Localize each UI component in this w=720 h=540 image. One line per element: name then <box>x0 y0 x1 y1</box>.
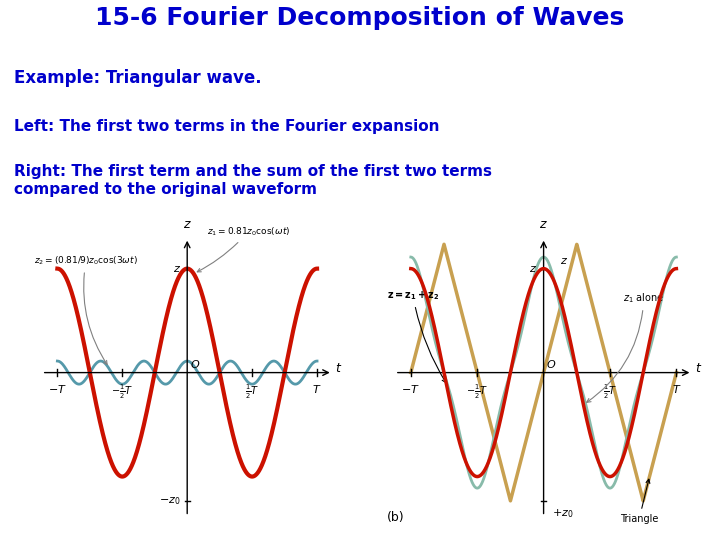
Text: $O$: $O$ <box>546 358 557 370</box>
Text: $t$: $t$ <box>695 362 702 375</box>
Text: $z$: $z$ <box>183 218 192 232</box>
Text: Left: The first two terms in the Fourier expansion: Left: The first two terms in the Fourier… <box>14 119 440 134</box>
Text: $z$: $z$ <box>539 218 548 232</box>
Text: Example: Triangular wave.: Example: Triangular wave. <box>14 69 262 87</box>
Text: $z_1$ alone: $z_1$ alone <box>587 291 665 402</box>
Text: $T$: $T$ <box>672 383 681 395</box>
Text: $O$: $O$ <box>190 358 200 370</box>
Text: $-T$: $-T$ <box>48 383 67 395</box>
Text: $z_2 = (0.81/9)z_0\cos (3\omega t)$: $z_2 = (0.81/9)z_0\cos (3\omega t)$ <box>34 255 138 364</box>
Text: $-\frac{1}{2}T$: $-\frac{1}{2}T$ <box>466 383 488 401</box>
Text: 15-6 Fourier Decomposition of Waves: 15-6 Fourier Decomposition of Waves <box>95 6 625 30</box>
Text: (b): (b) <box>387 511 405 524</box>
Text: $-z_0$: $-z_0$ <box>159 495 181 507</box>
Text: $-\frac{1}{2}T$: $-\frac{1}{2}T$ <box>111 383 133 401</box>
Text: $\frac{1}{2}T$: $\frac{1}{2}T$ <box>603 383 617 401</box>
Text: $\mathbf{z = z_1 + z_2}$: $\mathbf{z = z_1 + z_2}$ <box>387 289 446 382</box>
Text: $t$: $t$ <box>336 362 343 375</box>
Text: $-T$: $-T$ <box>401 383 420 395</box>
Text: $+z_0$: $+z_0$ <box>552 508 573 520</box>
Text: $z$: $z$ <box>529 264 537 274</box>
Text: $z$: $z$ <box>559 256 567 266</box>
Text: $z$: $z$ <box>173 264 181 274</box>
Text: $\frac{1}{2}T$: $\frac{1}{2}T$ <box>245 383 259 401</box>
Text: Right: The first term and the sum of the first two terms
compared to the origina: Right: The first term and the sum of the… <box>14 164 492 197</box>
Text: $T$: $T$ <box>312 383 322 395</box>
Text: Triangle: Triangle <box>620 479 658 524</box>
Text: $z_1 = 0.81z_0\cos (\omega t)$: $z_1 = 0.81z_0\cos (\omega t)$ <box>197 225 290 272</box>
